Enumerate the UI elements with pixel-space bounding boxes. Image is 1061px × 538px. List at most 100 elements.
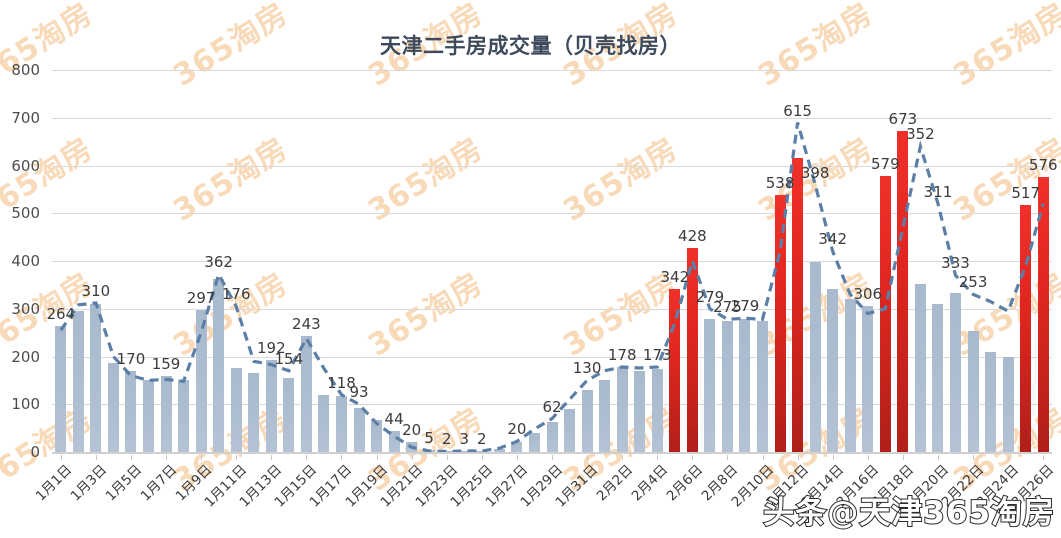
x-axis-labels: 1月1日 1月3日 1月5日 1月7日 1月9日 1月11日 1月13日 1月15日 1月17日… [32,455,1057,535]
bar [318,394,330,452]
bar [634,370,646,452]
bar [581,389,593,452]
bar [950,293,961,452]
data-label: 352 [906,125,935,144]
y-tick-label: 500 [11,204,40,223]
bar [967,331,979,452]
bar [476,451,488,452]
bar [616,367,628,452]
data-label: 517 [1011,184,1040,203]
bar [1020,205,1032,452]
chart-title: 天津二手房成交量（贝壳找房） [380,34,681,58]
data-label: 253 [958,273,988,292]
bar [985,351,997,452]
bar [388,431,400,452]
data-label: 538 [765,174,795,193]
bar [932,303,944,452]
bar [160,376,172,452]
x-tick-mark [587,455,589,460]
bar [283,378,295,452]
data-label: 243 [292,314,321,333]
data-label: 342 [660,267,690,286]
bar [55,325,67,452]
bar [300,335,312,452]
bar [669,288,681,452]
y-tick-label: 0 [30,443,40,461]
x-tick-mark [60,455,62,460]
x-tick-mark [937,455,939,460]
bar [265,360,277,452]
bar [213,279,225,452]
y-tick-label: 100 [11,395,40,414]
x-tick-mark [95,455,97,460]
bar [704,318,716,452]
data-label: 333 [941,254,970,273]
bar [862,305,874,452]
x-tick-mark [306,455,308,460]
x-tick-mark [376,455,378,460]
data-label: 170 [116,349,146,368]
bar [90,303,102,452]
bar [564,409,576,452]
bar [1037,176,1049,452]
x-tick-mark [867,455,869,460]
data-label: 3 [459,429,470,448]
plot-area: 264 310 170 159 297 362 176 192 154 243 118 93 44 20 5… [46,70,1058,454]
bar [914,283,926,452]
bar [125,370,137,452]
bar [107,363,119,452]
bar [178,380,190,452]
gridline [52,70,1052,71]
data-label: 428 [678,226,707,245]
data-label: 159 [151,355,181,374]
data-label: 5 [424,428,434,447]
x-tick-mark [130,455,132,460]
bar [757,320,769,452]
y-tick-label: 600 [11,156,40,175]
x-tick-mark [201,455,203,460]
data-label: 20 [507,420,527,439]
y-tick-label: 300 [11,299,40,318]
data-label: 362 [204,253,233,272]
x-tick-mark [692,455,694,460]
bar [599,380,611,452]
line-series [59,122,1045,454]
line-path [59,122,1045,454]
data-label: 130 [572,359,602,378]
data-label: 178 [607,346,637,364]
data-label: 62 [542,397,562,416]
data-label: 279 [695,287,725,306]
data-label: 264 [46,304,76,323]
bar [897,130,909,452]
x-tick-mark [166,455,168,460]
x-tick-mark [341,455,343,460]
x-tick-mark [516,455,518,460]
data-label: 20 [402,421,422,440]
bar [721,320,733,452]
bar [528,432,540,452]
bar [335,395,347,452]
data-label: 279 [730,297,760,316]
bar [142,380,154,452]
y-tick-label: 200 [11,347,40,366]
bar [230,367,242,452]
x-tick-mark [552,455,553,460]
y-axis-labels: 0 100 200 300 400 500 600 700 800 [0,61,46,461]
x-tick-mark [902,455,904,460]
bar [792,158,804,452]
gridline [52,213,1052,215]
gridline [52,117,1052,119]
gridline [52,165,1052,167]
data-label: 93 [349,383,369,402]
x-tick-mark [657,455,659,460]
gridline [52,404,1052,406]
y-tick-label: 800 [11,61,40,79]
data-label: 118 [327,373,356,392]
x-tick-mark [832,455,834,460]
x-tick-mark [481,455,483,460]
bar [809,261,821,452]
data-label: 579 [871,154,900,173]
bar [879,175,891,452]
data-label: 673 [888,109,918,128]
